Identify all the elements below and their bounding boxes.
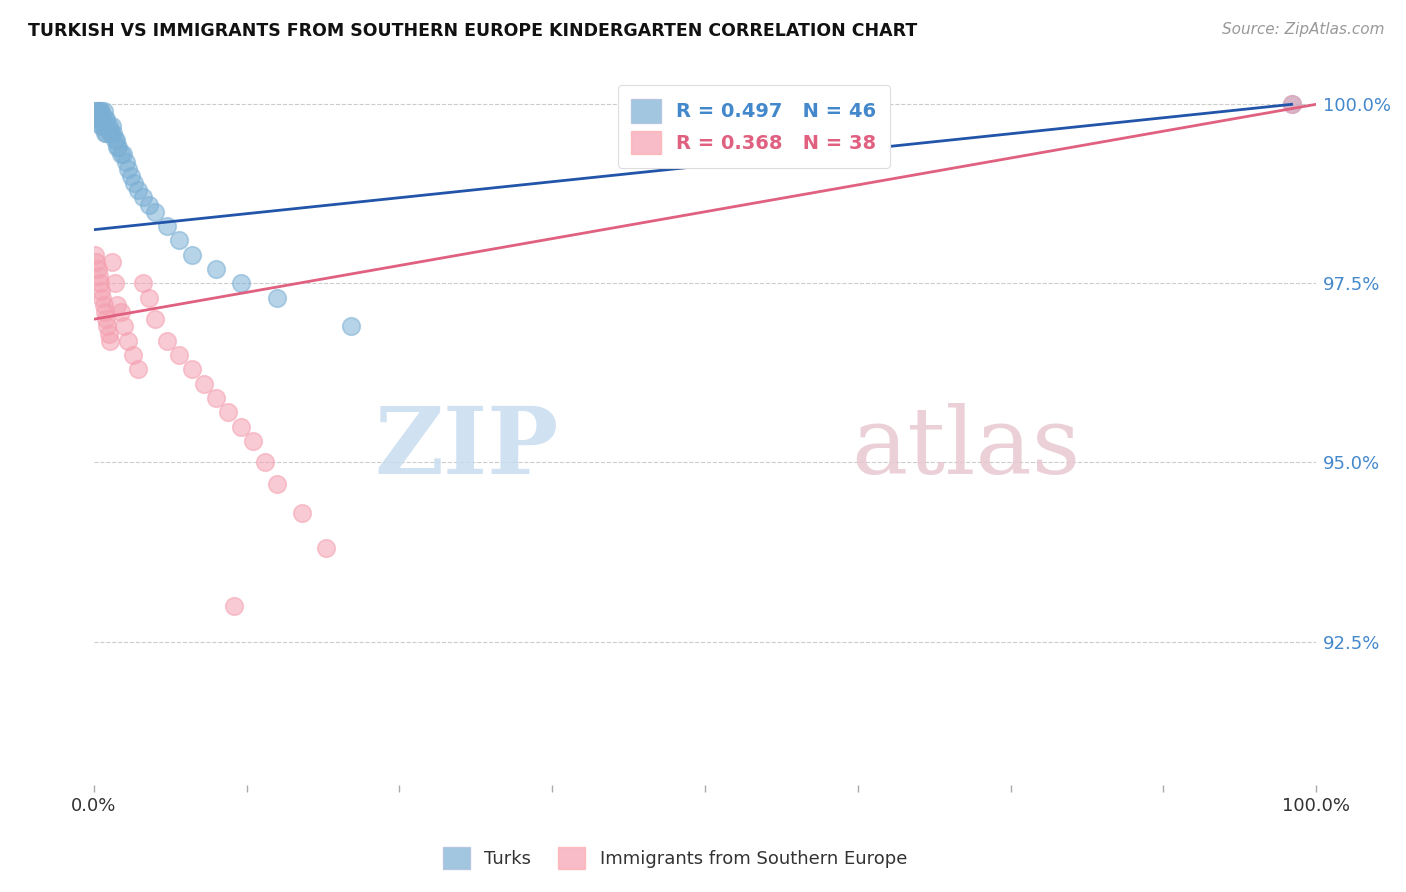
Point bbox=[138, 197, 160, 211]
Point bbox=[132, 277, 155, 291]
Text: atlas: atlas bbox=[852, 403, 1081, 493]
Point bbox=[97, 326, 120, 341]
Point bbox=[104, 277, 127, 291]
Point bbox=[96, 319, 118, 334]
Point bbox=[110, 305, 132, 319]
Point bbox=[101, 255, 124, 269]
Point bbox=[87, 104, 110, 119]
Point bbox=[143, 312, 166, 326]
Point bbox=[169, 348, 191, 362]
Point bbox=[1281, 97, 1303, 112]
Point bbox=[93, 298, 115, 312]
Point bbox=[193, 376, 215, 391]
Legend: Turks, Immigrants from Southern Europe: Turks, Immigrants from Southern Europe bbox=[433, 838, 917, 879]
Point bbox=[107, 140, 129, 154]
Point bbox=[110, 147, 132, 161]
Point bbox=[96, 119, 118, 133]
Point bbox=[143, 204, 166, 219]
Point bbox=[114, 154, 136, 169]
Point bbox=[180, 362, 202, 376]
Point bbox=[105, 140, 128, 154]
Point bbox=[217, 405, 239, 419]
Point bbox=[132, 190, 155, 204]
Point bbox=[291, 506, 314, 520]
Point bbox=[89, 112, 111, 126]
Point bbox=[87, 269, 110, 284]
Point bbox=[94, 112, 117, 126]
Point bbox=[224, 599, 246, 613]
Point bbox=[86, 112, 108, 126]
Point bbox=[91, 291, 114, 305]
Point bbox=[253, 455, 276, 469]
Point bbox=[1281, 97, 1303, 112]
Point bbox=[94, 312, 117, 326]
Text: ZIP: ZIP bbox=[374, 403, 558, 493]
Point bbox=[205, 391, 228, 405]
Point bbox=[117, 334, 139, 348]
Point bbox=[84, 104, 107, 119]
Point bbox=[94, 112, 117, 126]
Text: Source: ZipAtlas.com: Source: ZipAtlas.com bbox=[1222, 22, 1385, 37]
Point bbox=[156, 334, 179, 348]
Text: TURKISH VS IMMIGRANTS FROM SOUTHERN EUROPE KINDERGARTEN CORRELATION CHART: TURKISH VS IMMIGRANTS FROM SOUTHERN EURO… bbox=[28, 22, 917, 40]
Point bbox=[127, 183, 149, 197]
Point bbox=[98, 126, 121, 140]
Point bbox=[91, 112, 114, 126]
Point bbox=[101, 119, 124, 133]
Point bbox=[86, 104, 108, 119]
Point bbox=[89, 104, 111, 119]
Point bbox=[105, 298, 128, 312]
Point bbox=[91, 119, 114, 133]
Point bbox=[103, 126, 125, 140]
Point bbox=[87, 112, 110, 126]
Point bbox=[90, 104, 112, 119]
Point bbox=[315, 541, 337, 556]
Point bbox=[122, 348, 145, 362]
Point bbox=[117, 161, 139, 176]
Point bbox=[242, 434, 264, 448]
Point bbox=[94, 305, 117, 319]
Point bbox=[112, 147, 135, 161]
Point bbox=[93, 104, 115, 119]
Point bbox=[127, 362, 149, 376]
Point bbox=[169, 234, 191, 248]
Point bbox=[266, 477, 288, 491]
Point bbox=[97, 119, 120, 133]
Point bbox=[122, 176, 145, 190]
Legend: R = 0.497   N = 46, R = 0.368   N = 38: R = 0.497 N = 46, R = 0.368 N = 38 bbox=[617, 86, 890, 168]
Point bbox=[120, 169, 142, 183]
Point bbox=[229, 277, 252, 291]
Point bbox=[205, 262, 228, 277]
Point bbox=[90, 119, 112, 133]
Point bbox=[104, 133, 127, 147]
Point bbox=[84, 248, 107, 262]
Point bbox=[180, 248, 202, 262]
Point bbox=[90, 284, 112, 298]
Point bbox=[94, 126, 117, 140]
Point bbox=[266, 291, 288, 305]
Point bbox=[89, 277, 111, 291]
Point bbox=[98, 334, 121, 348]
Point bbox=[339, 319, 361, 334]
Point bbox=[94, 126, 117, 140]
Point bbox=[100, 126, 122, 140]
Point bbox=[86, 104, 108, 119]
Point bbox=[93, 119, 115, 133]
Point bbox=[86, 262, 108, 277]
Point bbox=[114, 319, 136, 334]
Point bbox=[104, 133, 127, 147]
Point bbox=[156, 219, 179, 233]
Point bbox=[229, 419, 252, 434]
Point bbox=[86, 255, 108, 269]
Point bbox=[138, 291, 160, 305]
